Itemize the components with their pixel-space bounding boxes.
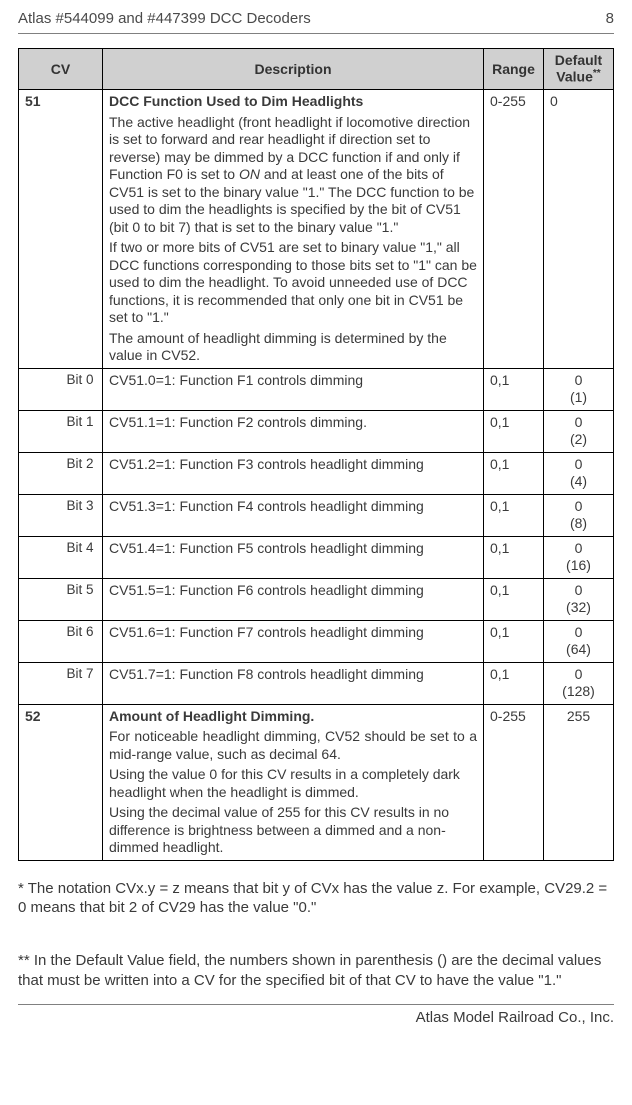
bit-default: 0(4) (544, 452, 614, 494)
bit-range: 0,1 (484, 620, 544, 662)
header-page-number: 8 (606, 10, 614, 27)
bit-label: Bit 1 (61, 410, 103, 452)
page-footer: Atlas Model Railroad Co., Inc. (18, 1004, 614, 1026)
bit-desc: CV51.4=1: Function F5 controls headlight… (103, 536, 484, 578)
table-row-bit: Bit 4CV51.4=1: Function F5 controls head… (19, 536, 614, 578)
cv52-range: 0-255 (484, 704, 544, 860)
bit-default: 0(8) (544, 494, 614, 536)
bit-desc: CV51.7=1: Function F8 controls headlight… (103, 662, 484, 704)
bit-empty (19, 578, 61, 620)
bit-desc: CV51.6=1: Function F7 controls headlight… (103, 620, 484, 662)
table-row-bit: Bit 1CV51.1=1: Function F2 controls dimm… (19, 410, 614, 452)
cv-table: CV Description Range Default Value** 51 … (18, 48, 614, 861)
page-header: Atlas #544099 and #447399 DCC Decoders 8 (18, 10, 614, 34)
cv51-range: 0-255 (484, 90, 544, 369)
bit-label: Bit 7 (61, 662, 103, 704)
bit-range: 0,1 (484, 494, 544, 536)
cv52-description: Amount of Headlight Dimming. For noticeab… (103, 704, 484, 860)
cv52-p3: Using the decimal value of 255 for this … (109, 804, 477, 857)
table-row-bit: Bit 0CV51.0=1: Function F1 controls dimm… (19, 368, 614, 410)
cv51-p3: The amount of headlight dimming is deter… (109, 330, 477, 365)
bit-label: Bit 2 (61, 452, 103, 494)
col-range: Range (484, 49, 544, 90)
bit-range: 0,1 (484, 368, 544, 410)
cv52-default: 255 (544, 704, 614, 860)
bit-empty (19, 494, 61, 536)
bit-range: 0,1 (484, 536, 544, 578)
bit-desc: CV51.0=1: Function F1 controls dimming (103, 368, 484, 410)
bit-label: Bit 0 (61, 368, 103, 410)
bit-empty (19, 536, 61, 578)
col-cv: CV (19, 49, 103, 90)
table-row-cv52: 52 Amount of Headlight Dimming. For notice… (19, 704, 614, 860)
footnotes: * The notation CVx.y = z means that bit … (18, 879, 614, 991)
bit-empty (19, 620, 61, 662)
bit-default: 0(2) (544, 410, 614, 452)
col-description: Description (103, 49, 484, 90)
cv51-number: 51 (19, 90, 103, 369)
table-row-bit: Bit 5CV51.5=1: Function F6 controls head… (19, 578, 614, 620)
bit-empty (19, 368, 61, 410)
bit-label: Bit 5 (61, 578, 103, 620)
cv51-description: DCC Function Used to Dim Headlights The … (103, 90, 484, 369)
cv52-number: 52 (19, 704, 103, 860)
bit-default: 0(128) (544, 662, 614, 704)
bit-desc: CV51.3=1: Function F4 controls headlight… (103, 494, 484, 536)
bit-empty (19, 662, 61, 704)
cv51-default: 0 (544, 90, 614, 369)
cv51-title: DCC Function Used to Dim Headlights (109, 93, 477, 111)
cv51-p1: The active headlight (front headlight if… (109, 114, 477, 237)
header-left: Atlas #544099 and #447399 DCC Decoders (18, 10, 311, 27)
table-row-bit: Bit 2CV51.2=1: Function F3 controls head… (19, 452, 614, 494)
table-row-bit: Bit 7CV51.7=1: Function F8 controls head… (19, 662, 614, 704)
bit-label: Bit 3 (61, 494, 103, 536)
cv52-p1: For noticeable headlight dimming, CV52 s… (109, 728, 477, 763)
bit-range: 0,1 (484, 452, 544, 494)
bit-default: 0(16) (544, 536, 614, 578)
table-row-bit: Bit 3CV51.3=1: Function F4 controls head… (19, 494, 614, 536)
bit-desc: CV51.1=1: Function F2 controls dimming. (103, 410, 484, 452)
bit-label: Bit 4 (61, 536, 103, 578)
bit-desc: CV51.2=1: Function F3 controls headlight… (103, 452, 484, 494)
bit-default: 0(32) (544, 578, 614, 620)
bit-empty (19, 410, 61, 452)
table-row-cv51: 51 DCC Function Used to Dim Headlights T… (19, 90, 614, 369)
cv51-p2: If two or more bits of CV51 are set to b… (109, 239, 477, 327)
table-row-bit: Bit 6CV51.6=1: Function F7 controls head… (19, 620, 614, 662)
table-header-row: CV Description Range Default Value** (19, 49, 614, 90)
bit-range: 0,1 (484, 662, 544, 704)
col-default: Default Value** (544, 49, 614, 90)
bit-desc: CV51.5=1: Function F6 controls headlight… (103, 578, 484, 620)
footnote-2: ** In the Default Value field, the numbe… (18, 951, 614, 990)
bit-range: 0,1 (484, 410, 544, 452)
bit-label: Bit 6 (61, 620, 103, 662)
bit-empty (19, 452, 61, 494)
bit-range: 0,1 (484, 578, 544, 620)
bit-default: 0(1) (544, 368, 614, 410)
bit-default: 0(64) (544, 620, 614, 662)
cv52-p2: Using the value 0 for this CV results in… (109, 766, 477, 801)
footnote-1: * The notation CVx.y = z means that bit … (18, 879, 614, 918)
cv52-title: Amount of Headlight Dimming. (109, 708, 477, 726)
